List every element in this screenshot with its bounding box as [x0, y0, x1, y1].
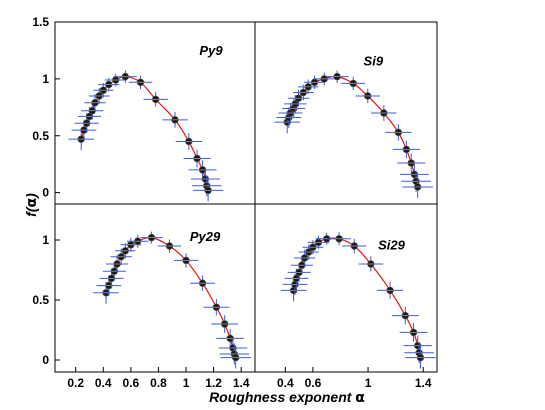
panel-si9: Si9	[254, 21, 438, 205]
fit-curve	[293, 237, 422, 358]
panel-py9: 1.5 1 0.5 0 Py9	[32, 15, 256, 205]
y-axis-label: f(α)	[23, 193, 40, 217]
panel-label: Si29	[378, 237, 406, 252]
x-tick-label: 1	[183, 376, 190, 390]
panel-si29: 0.4 0.6 1 1.4 Si29	[254, 203, 438, 390]
x-tick-label: 1.4	[415, 376, 432, 390]
panel-frame	[54, 21, 256, 205]
x-tick-label: 1.4	[233, 376, 250, 390]
panel-label: Py9	[199, 43, 223, 58]
panel-label: Py29	[190, 229, 221, 244]
x-tick-label: 1.2	[205, 376, 222, 390]
panel-frame	[254, 203, 438, 373]
x-tick-label: 0.4	[95, 376, 112, 390]
panel-frame	[54, 203, 256, 373]
y-tick-label: 0.5	[32, 293, 49, 307]
x-tick-label: 0.6	[305, 376, 322, 390]
x-tick-label: 0.8	[150, 376, 167, 390]
x-tick-label: 1	[365, 376, 372, 390]
panel-py29: 1 0.5 0 0.2 0.4 0.6 0.8 1 1.2 1.4 Py29	[32, 203, 256, 390]
y-tick-label: 1	[42, 233, 49, 247]
panel-label: Si9	[364, 54, 384, 69]
x-tick-label: 0.4	[277, 376, 294, 390]
y-tick-label: 0	[42, 353, 49, 367]
y-tick-label: 1	[42, 72, 49, 86]
x-axis-label: Roughness exponent α	[209, 389, 365, 406]
y-tick-label: 1.5	[32, 15, 49, 29]
x-tick-label: 0.6	[123, 376, 140, 390]
x-tick-label: 0.2	[67, 376, 84, 390]
y-tick-label: 0.5	[32, 129, 49, 143]
y-tick-label: 0	[42, 186, 49, 200]
